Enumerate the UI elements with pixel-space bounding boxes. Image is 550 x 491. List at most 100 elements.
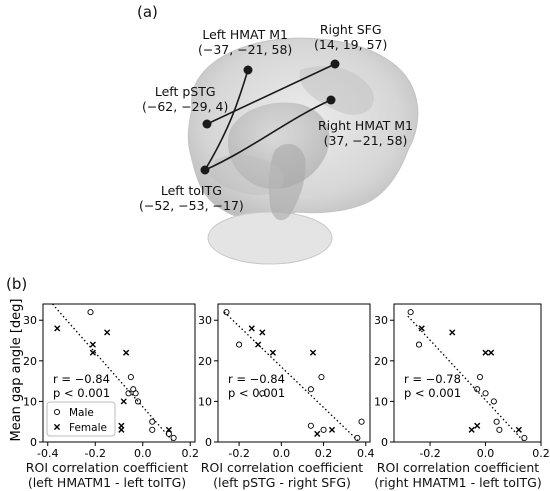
female-point-stroke bbox=[468, 426, 475, 433]
male-point bbox=[236, 341, 243, 348]
x-axis-label-chart-3: ROI correlation coefficient (right HMATM… bbox=[368, 460, 548, 490]
male-point bbox=[170, 434, 177, 441]
x-tick-label: -0.2 bbox=[419, 447, 440, 460]
y-tick-label: 10 bbox=[198, 395, 212, 408]
x-tick-label: 0.0 bbox=[477, 447, 495, 460]
node-left-toitg bbox=[200, 165, 210, 175]
female-point-stroke bbox=[474, 422, 481, 429]
y-tick-label: 0 bbox=[381, 436, 388, 449]
roi-name: Right HMAT M1 bbox=[318, 118, 414, 133]
female-point-stroke bbox=[269, 349, 276, 356]
roi-coords: (37, −21, 58) bbox=[323, 133, 408, 148]
roi-nodes bbox=[200, 59, 340, 175]
regression-line bbox=[223, 311, 360, 443]
y-tick-label: 20 bbox=[198, 355, 212, 368]
roi-coords: (14, 19, 57) bbox=[314, 37, 388, 52]
regression-line bbox=[407, 315, 525, 443]
female-point-stroke bbox=[482, 349, 489, 356]
plot-frame bbox=[42, 303, 196, 443]
legend-male-marker bbox=[53, 408, 61, 416]
connection-left-pstg-to-right-sfg bbox=[206, 63, 336, 125]
male-point bbox=[134, 398, 142, 405]
male-point bbox=[149, 418, 156, 425]
node-right-hmat-m1 bbox=[326, 95, 336, 105]
stat-p-value: p < 0.001 bbox=[53, 386, 110, 400]
female-point bbox=[89, 349, 96, 356]
female-point bbox=[487, 349, 495, 356]
female-point bbox=[449, 329, 456, 336]
female-point-stroke bbox=[89, 341, 96, 348]
stat-r-value: r = −0.84 bbox=[228, 372, 285, 386]
female-point-stroke bbox=[259, 329, 266, 336]
x-axis-label-line1: ROI correlation coefficient bbox=[200, 460, 364, 475]
female-point bbox=[515, 426, 522, 433]
female-point bbox=[418, 325, 425, 332]
panel-b-label: (b) bbox=[6, 275, 28, 293]
male-point bbox=[307, 422, 314, 429]
male-point bbox=[318, 374, 325, 381]
male-point bbox=[354, 434, 361, 441]
node-left-hmat-m1 bbox=[243, 65, 253, 75]
x-axis-label-line1: ROI correlation coefficient bbox=[376, 460, 540, 475]
female-point bbox=[269, 349, 276, 356]
x-tick-label: 0.0 bbox=[134, 447, 152, 460]
connection-left-hmat-to-left-toitg bbox=[204, 69, 249, 171]
female-point-stroke bbox=[89, 349, 96, 356]
x-axis-label-chart-1: ROI correlation coefficient (left HMATM1… bbox=[17, 460, 197, 490]
roi-label-left-pstg: Left pSTG (−62, −29, 4) bbox=[142, 84, 228, 114]
female-point-stroke bbox=[515, 426, 522, 433]
male-point bbox=[149, 426, 156, 433]
legend-male-label: Male bbox=[69, 407, 94, 419]
female-point-stroke bbox=[123, 349, 130, 356]
connection-lines bbox=[204, 63, 336, 171]
legend: Male Female bbox=[46, 401, 116, 437]
female-point-stroke bbox=[248, 325, 255, 332]
male-point bbox=[259, 390, 266, 397]
stat-p-value: p < 0.001 bbox=[404, 386, 461, 400]
female-point-stroke bbox=[449, 329, 456, 336]
roi-label-left-toitg: Left toITG (−52, −53, −17) bbox=[139, 183, 244, 213]
x-tick-label: 0.0 bbox=[273, 447, 291, 460]
female-point bbox=[255, 341, 262, 348]
stat-p-value: p < 0.001 bbox=[228, 386, 285, 400]
male-point bbox=[132, 390, 139, 397]
roi-name: Left toITG bbox=[160, 183, 222, 198]
male-point bbox=[127, 374, 134, 381]
female-point-stroke bbox=[118, 426, 125, 433]
roi-coords: (−52, −53, −17) bbox=[139, 198, 244, 213]
male-point bbox=[320, 426, 327, 433]
roi-name: Left pSTG bbox=[154, 84, 216, 99]
x-axis-label-line2: (right HMATM1 - left toITG) bbox=[374, 475, 542, 490]
y-tick-label: 20 bbox=[374, 355, 388, 368]
x-axis-label-chart-2: ROI correlation coefficient (left pSTG -… bbox=[192, 460, 372, 490]
female-point bbox=[468, 426, 475, 433]
scatter-chart-3: -0.2 0.0 0.2 0 10 20 30 r = −0.78p < 0.001 bbox=[374, 303, 550, 460]
panel-a-label: (a) bbox=[137, 3, 158, 21]
y-tick-label: 0 bbox=[30, 436, 37, 449]
roi-name: Right SFG bbox=[319, 22, 382, 37]
x-tick-label: 0.2 bbox=[315, 447, 333, 460]
male-point bbox=[307, 386, 314, 393]
male-point bbox=[521, 434, 528, 441]
male-point bbox=[482, 390, 489, 397]
male-point bbox=[87, 309, 94, 316]
x-axis-label-line2: (left HMATM1 - left toITG) bbox=[27, 475, 187, 490]
male-point bbox=[474, 386, 481, 393]
female-point bbox=[118, 426, 125, 433]
female-point bbox=[54, 325, 61, 332]
female-point bbox=[248, 325, 255, 332]
connection-right-hmat-to-left-toitg bbox=[204, 99, 332, 171]
y-tick-label: 30 bbox=[198, 314, 212, 327]
female-point bbox=[328, 426, 336, 433]
x-axis-label-line2: (left pSTG - right SFG) bbox=[213, 475, 351, 490]
y-tick-label: 30 bbox=[374, 314, 388, 327]
x-tick-label: -0.2 bbox=[228, 447, 249, 460]
female-point bbox=[309, 349, 317, 356]
legend-box bbox=[46, 401, 116, 437]
female-point-stroke bbox=[120, 398, 127, 405]
male-point bbox=[407, 309, 414, 316]
scatter-chart-2: -0.2 0.0 0.2 0.4 0 10 20 30 r = −0.84p < 0.001 bbox=[198, 303, 375, 460]
female-point bbox=[482, 349, 489, 356]
